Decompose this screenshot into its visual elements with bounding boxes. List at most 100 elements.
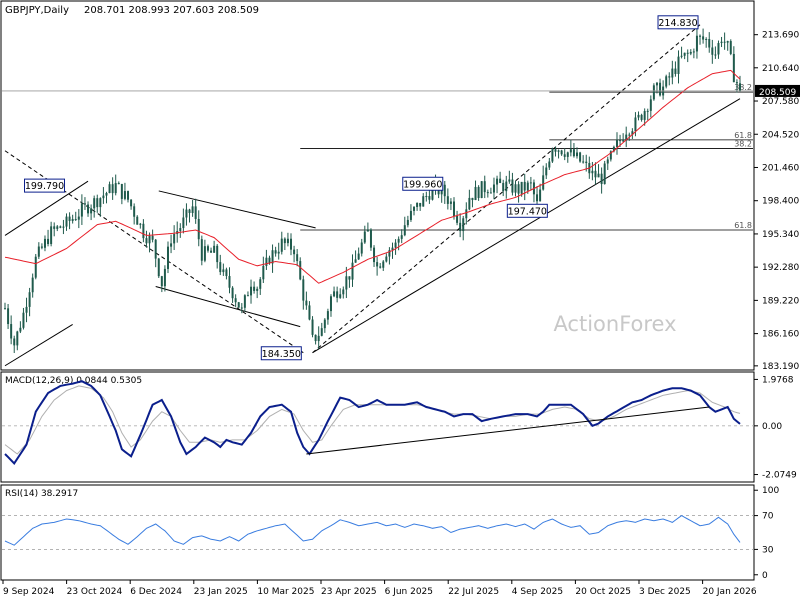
candle[interactable] bbox=[474, 180, 477, 201]
candle[interactable] bbox=[705, 37, 708, 48]
candle[interactable] bbox=[80, 194, 83, 225]
candle[interactable] bbox=[345, 266, 348, 299]
candle[interactable] bbox=[708, 32, 711, 53]
candle[interactable] bbox=[413, 205, 416, 216]
candle[interactable] bbox=[68, 212, 71, 230]
candle[interactable] bbox=[729, 39, 732, 56]
candle[interactable] bbox=[170, 234, 173, 254]
candle[interactable] bbox=[425, 191, 428, 202]
candle[interactable] bbox=[597, 164, 600, 178]
candle[interactable] bbox=[348, 276, 351, 288]
candle[interactable] bbox=[317, 326, 320, 350]
candle[interactable] bbox=[695, 28, 698, 59]
candle[interactable] bbox=[735, 79, 738, 93]
candle[interactable] bbox=[351, 254, 354, 287]
candle[interactable] bbox=[409, 204, 412, 222]
candle[interactable] bbox=[99, 197, 102, 217]
candle[interactable] bbox=[265, 249, 268, 270]
candle[interactable] bbox=[222, 263, 225, 276]
candle[interactable] bbox=[508, 170, 511, 184]
candle[interactable] bbox=[311, 316, 314, 338]
candle[interactable] bbox=[369, 228, 372, 251]
candle[interactable] bbox=[416, 202, 419, 211]
candle[interactable] bbox=[665, 74, 668, 89]
candle[interactable] bbox=[446, 188, 449, 210]
candle[interactable] bbox=[133, 203, 136, 225]
candle[interactable] bbox=[59, 225, 62, 229]
candle[interactable] bbox=[723, 32, 726, 50]
candle[interactable] bbox=[326, 308, 329, 325]
candle[interactable] bbox=[93, 195, 96, 218]
candle[interactable] bbox=[545, 163, 548, 180]
candle[interactable] bbox=[50, 221, 53, 247]
candle[interactable] bbox=[646, 108, 649, 121]
candle[interactable] bbox=[717, 40, 720, 59]
candle[interactable] bbox=[456, 210, 459, 226]
candle[interactable] bbox=[499, 171, 502, 184]
candle[interactable] bbox=[323, 318, 326, 333]
candle[interactable] bbox=[336, 286, 339, 303]
candle[interactable] bbox=[182, 208, 185, 234]
candle[interactable] bbox=[523, 173, 526, 201]
candle[interactable] bbox=[240, 303, 243, 314]
candle[interactable] bbox=[290, 233, 293, 256]
candle[interactable] bbox=[4, 302, 6, 310]
candle[interactable] bbox=[449, 198, 452, 211]
candle[interactable] bbox=[71, 214, 74, 224]
candle[interactable] bbox=[600, 167, 603, 194]
candle[interactable] bbox=[373, 245, 376, 267]
candle[interactable] bbox=[96, 194, 99, 213]
candle[interactable] bbox=[123, 182, 126, 201]
candle[interactable] bbox=[213, 240, 216, 254]
candle[interactable] bbox=[296, 249, 299, 267]
candle[interactable] bbox=[259, 277, 262, 295]
candle[interactable] bbox=[145, 230, 148, 248]
candle[interactable] bbox=[496, 175, 499, 194]
candle[interactable] bbox=[489, 187, 492, 194]
candle[interactable] bbox=[246, 291, 249, 297]
candle[interactable] bbox=[105, 191, 108, 204]
candle[interactable] bbox=[674, 61, 677, 77]
candle[interactable] bbox=[90, 204, 93, 221]
candle[interactable] bbox=[560, 149, 563, 156]
candle[interactable] bbox=[280, 231, 283, 255]
candle[interactable] bbox=[10, 315, 13, 345]
candle[interactable] bbox=[379, 262, 382, 269]
candle[interactable] bbox=[31, 273, 34, 298]
candle[interactable] bbox=[194, 198, 197, 224]
candle[interactable] bbox=[19, 321, 22, 334]
candle[interactable] bbox=[382, 260, 385, 271]
candle[interactable] bbox=[459, 213, 462, 238]
candle[interactable] bbox=[206, 244, 209, 253]
candle[interactable] bbox=[659, 78, 662, 97]
candle[interactable] bbox=[366, 222, 369, 232]
candle[interactable] bbox=[486, 189, 489, 198]
candle[interactable] bbox=[465, 202, 468, 225]
candle[interactable] bbox=[400, 229, 403, 244]
candle[interactable] bbox=[237, 301, 240, 309]
candle[interactable] bbox=[566, 151, 569, 163]
candle[interactable] bbox=[637, 111, 640, 121]
candle[interactable] bbox=[388, 247, 391, 265]
candle[interactable] bbox=[699, 34, 702, 45]
candle[interactable] bbox=[271, 244, 274, 273]
candle[interactable] bbox=[406, 215, 409, 228]
candle[interactable] bbox=[120, 183, 123, 205]
candle[interactable] bbox=[692, 48, 695, 59]
candle[interactable] bbox=[477, 185, 480, 201]
candle[interactable] bbox=[529, 176, 532, 191]
candle[interactable] bbox=[480, 181, 483, 199]
candle[interactable] bbox=[102, 187, 105, 204]
candle[interactable] bbox=[37, 242, 40, 259]
candle[interactable] bbox=[136, 215, 139, 225]
candle[interactable] bbox=[111, 177, 114, 200]
candle[interactable] bbox=[225, 267, 228, 280]
candle[interactable] bbox=[305, 291, 308, 310]
candle[interactable] bbox=[376, 256, 379, 276]
candle[interactable] bbox=[686, 49, 689, 63]
candle[interactable] bbox=[640, 113, 643, 122]
candle[interactable] bbox=[582, 155, 585, 164]
candle[interactable] bbox=[262, 256, 265, 284]
candle[interactable] bbox=[539, 183, 542, 202]
